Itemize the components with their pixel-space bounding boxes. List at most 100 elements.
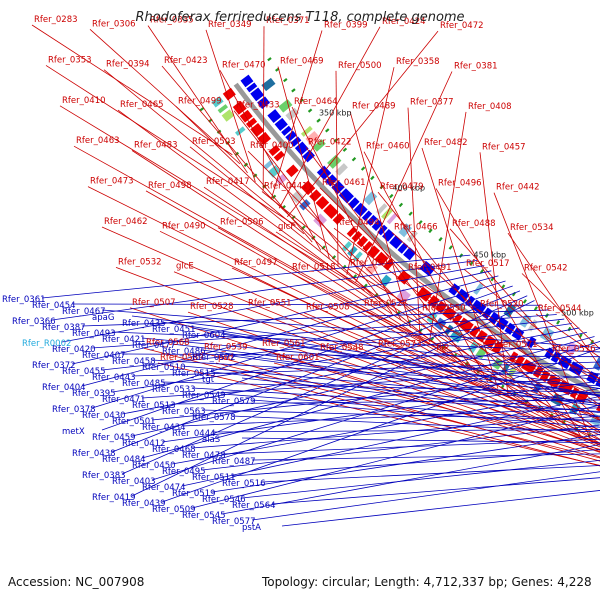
reverse-gene-label: Rfer_0485 — [122, 379, 166, 389]
reverse-label-leader — [101, 285, 513, 431]
feature-block — [299, 199, 311, 211]
forward-label-leader — [493, 192, 592, 441]
reverse-gene — [389, 235, 403, 250]
reverse-label-leader — [141, 337, 600, 381]
forward-gene-label: Rfer_0472 — [440, 21, 484, 31]
feature-block — [261, 77, 276, 92]
marker-tick — [307, 108, 313, 113]
forward-gene — [309, 189, 322, 202]
reverse-label-leader — [171, 399, 600, 405]
reverse-gene — [338, 188, 354, 204]
reverse-gene-label: Rfer_0533 — [152, 385, 196, 395]
forward-gene-label: Rfer_0488 — [452, 219, 496, 229]
reverse-gene-label: Rfer_0510 — [142, 363, 186, 373]
marker-tick — [479, 269, 484, 274]
forward-gene-label: Rfer_0548 — [320, 343, 364, 353]
label-line-layer — [31, 24, 600, 527]
forward-gene-label: Rfer_0466 — [394, 223, 438, 233]
forward-gene-label: Rfer_0518 — [292, 262, 336, 272]
reverse-label-leader — [131, 315, 600, 375]
forward-gene — [285, 164, 299, 178]
forward-gene-label: Rfer_0460 — [366, 142, 410, 152]
reverse-gene-label: Rfer_0549 — [182, 391, 226, 401]
forward-gene-label: Rfer_0498 — [148, 181, 192, 191]
forward-gene-label: Rfer_0479 — [380, 182, 424, 192]
reverse-label-leader — [121, 295, 528, 475]
forward-label-leader — [73, 145, 440, 350]
reverse-label-leader — [191, 327, 600, 396]
forward-gene-label: Rfer_0417 — [206, 177, 250, 187]
marker-tick — [448, 245, 453, 250]
forward-gene-label: Rfer_0353 — [48, 55, 92, 65]
forward-label-leader — [201, 352, 600, 462]
marker-tick — [351, 157, 357, 162]
reverse-gene — [353, 202, 368, 217]
reverse-label-leader — [181, 365, 600, 404]
reverse-gene-label: Rfer_0477 — [132, 341, 176, 351]
forward-gene-label: Rfer_0532 — [118, 257, 162, 267]
forward-gene-label: fliP — [436, 344, 449, 354]
forward-label-leader — [463, 268, 600, 381]
reverse-label-leader — [51, 260, 478, 321]
rna-gene-label: Rfer_R0002 — [22, 339, 71, 349]
reverse-label-leader — [181, 407, 600, 427]
reverse-gene-label: tgt — [202, 375, 215, 385]
reverse-label-leader — [181, 395, 600, 487]
forward-gene-label: Rfer_0306 — [92, 19, 136, 29]
forward-label-leader — [347, 268, 600, 421]
accession-text: Accession: NC_007908 — [8, 575, 145, 589]
feature-block — [398, 223, 412, 238]
reverse-label-leader — [131, 331, 587, 437]
reverse-label-leader — [71, 270, 492, 365]
forward-gene-label: Rfer_0500 — [338, 61, 382, 71]
forward-gene-label: Rfer_0349 — [208, 20, 252, 30]
reverse-gene-label: Rfer_0471 — [102, 395, 146, 405]
reverse-gene-label: Rfer_0430 — [82, 411, 126, 421]
forward-gene-label: Rfer_0473 — [90, 177, 134, 187]
feature-block — [426, 311, 438, 324]
forward-gene — [315, 196, 330, 210]
marker-tick — [458, 253, 464, 258]
forward-gene-label: Rfer_0542 — [524, 264, 568, 274]
forward-label-leader — [349, 111, 411, 328]
forward-gene-label: Rfer_0408 — [468, 102, 512, 112]
feature-block — [305, 130, 320, 145]
marker-tick — [342, 147, 348, 152]
reverse-gene-label: apaG — [92, 313, 114, 323]
marker-tick — [370, 175, 375, 181]
reverse-gene-label: Rfer_0412 — [122, 439, 166, 449]
reverse-gene-label: Rfer_0604 — [182, 331, 226, 341]
forward-label-leader — [217, 227, 600, 444]
reverse-label-leader — [61, 265, 485, 343]
reverse-gene-label: Rfer_0577 — [212, 517, 256, 527]
forward-label-leader — [449, 228, 600, 401]
feature-block — [473, 282, 484, 295]
reverse-gene-label: Rfer_0407 — [82, 351, 126, 361]
reverse-label-leader — [41, 254, 471, 299]
reverse-label-leader — [111, 323, 572, 393]
forward-label-leader — [173, 271, 600, 448]
reverse-gene-label: Rfer_0443 — [92, 373, 136, 383]
reverse-gene-label: Rfer_0579 — [212, 397, 256, 407]
reverse-label-leader — [251, 399, 600, 428]
forward-gene-label: Rfer_0482 — [424, 138, 468, 148]
forward-gene-label: Rfer_0534 — [510, 223, 554, 233]
forward-gene — [268, 144, 281, 157]
forward-gene-label: Rfer_0461 — [322, 178, 366, 188]
forward-gene — [222, 87, 236, 101]
reverse-label-leader — [221, 393, 600, 423]
forward-gene — [351, 230, 363, 242]
marker-tick — [408, 211, 413, 216]
forward-gene-label: Rfer_0399 — [324, 21, 368, 31]
forward-label-leader — [277, 66, 330, 259]
forward-gene-label: Rfer_0601 — [276, 353, 320, 363]
forward-gene-label: Rfer_0335 — [150, 16, 194, 26]
reverse-label-leader — [141, 336, 595, 459]
reverse-gene-label: Rfer_0439 — [122, 499, 166, 509]
reverse-gene — [274, 117, 288, 131]
forward-gene-label: Rfer_0400 — [250, 141, 294, 151]
reverse-gene-label: Rfer_0395 — [72, 389, 116, 399]
scale-tick-label: 500 kbp — [561, 308, 594, 317]
forward-gene-label: Rfer_0410 — [62, 96, 106, 106]
